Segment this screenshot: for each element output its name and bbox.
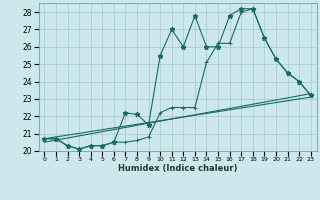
X-axis label: Humidex (Indice chaleur): Humidex (Indice chaleur) (118, 164, 237, 173)
